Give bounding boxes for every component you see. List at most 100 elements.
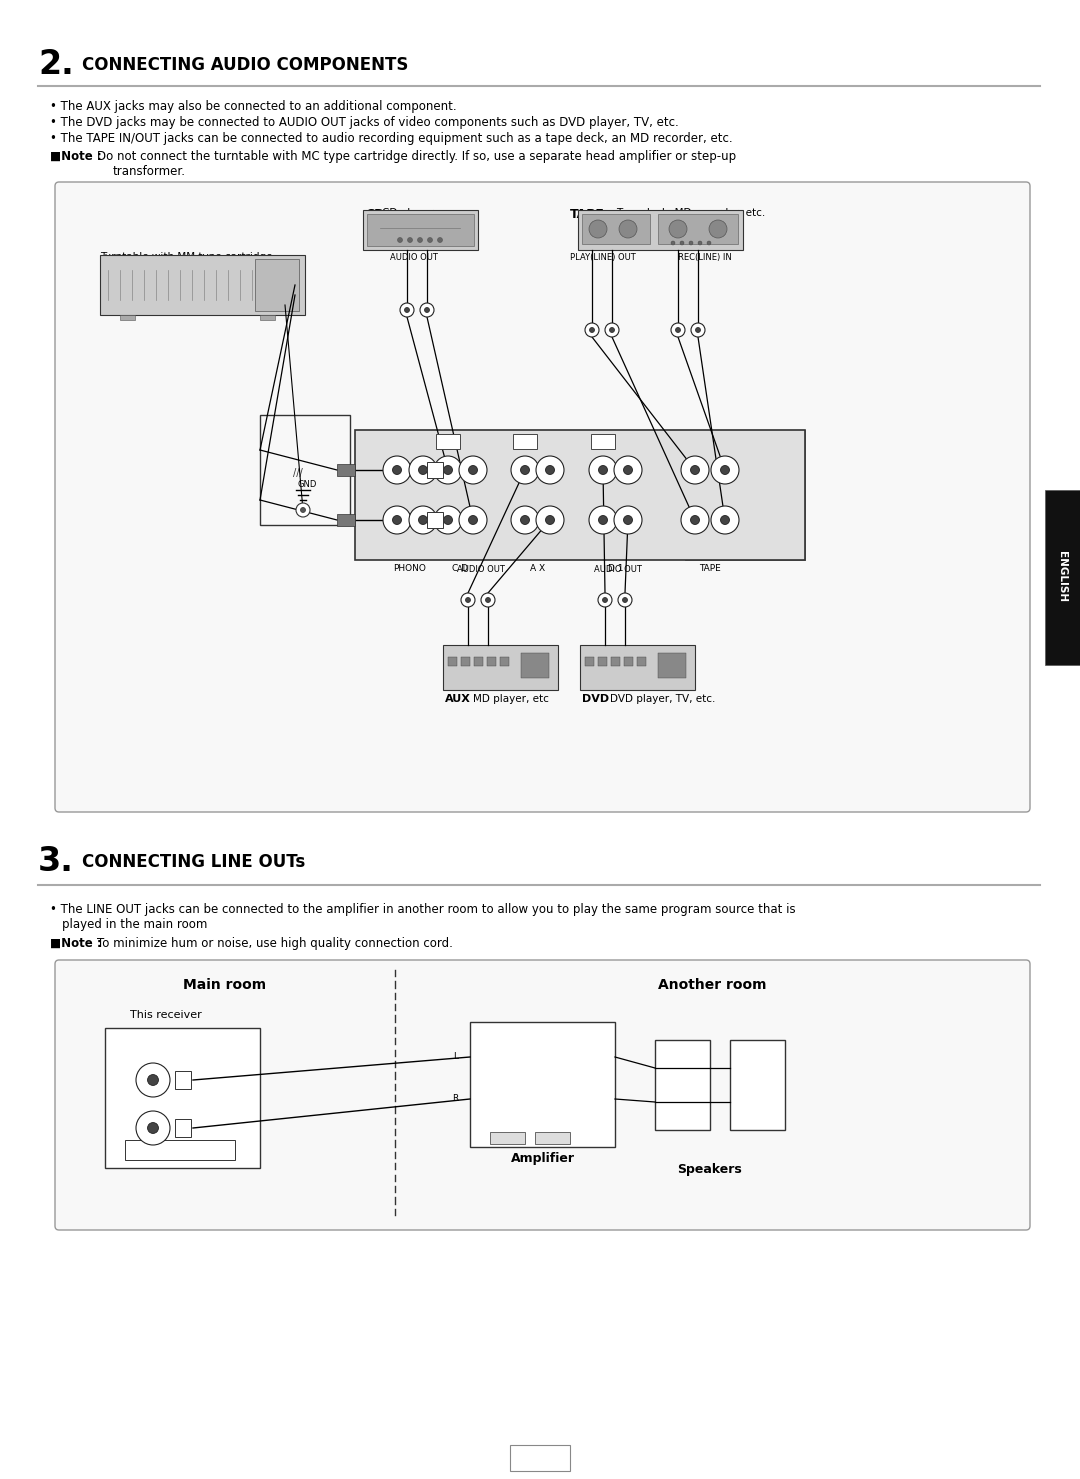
Circle shape: [711, 456, 739, 484]
Circle shape: [444, 516, 453, 525]
Circle shape: [409, 506, 437, 534]
Circle shape: [603, 598, 607, 602]
Bar: [611, 657, 620, 666]
Circle shape: [521, 516, 529, 525]
Circle shape: [481, 593, 495, 606]
Circle shape: [720, 466, 729, 475]
Bar: [654, 1040, 710, 1130]
Text: R: R: [482, 1094, 489, 1103]
Circle shape: [437, 238, 443, 243]
Text: Amplifier: Amplifier: [511, 1152, 575, 1165]
Circle shape: [419, 516, 428, 525]
Text: MD player, etc: MD player, etc: [473, 694, 549, 704]
Circle shape: [691, 322, 705, 337]
Circle shape: [419, 466, 428, 475]
Text: ■Note :: ■Note :: [50, 149, 102, 163]
Text: DVD: DVD: [582, 694, 609, 704]
Circle shape: [720, 516, 729, 525]
Circle shape: [459, 506, 487, 534]
Circle shape: [689, 241, 693, 246]
Bar: [443, 645, 558, 691]
Circle shape: [615, 456, 642, 484]
Text: TAPE: TAPE: [699, 563, 720, 572]
Text: LINE OUT: LINE OUT: [162, 1140, 203, 1151]
Circle shape: [622, 598, 627, 602]
Circle shape: [511, 456, 539, 484]
Circle shape: [605, 322, 619, 337]
Text: Another room: Another room: [658, 978, 767, 992]
Circle shape: [392, 466, 402, 475]
Text: Main room: Main room: [184, 978, 267, 992]
Circle shape: [469, 466, 477, 475]
Text: R: R: [451, 1094, 458, 1103]
Bar: [521, 654, 549, 677]
Circle shape: [589, 220, 607, 238]
Bar: [685, 430, 805, 561]
Bar: [490, 1131, 525, 1143]
Bar: [658, 654, 686, 677]
Circle shape: [545, 516, 554, 525]
Circle shape: [400, 303, 414, 317]
Bar: [125, 1140, 235, 1160]
Text: L: L: [482, 1052, 487, 1062]
Bar: [510, 1445, 570, 1472]
Bar: [513, 433, 537, 450]
Circle shape: [690, 516, 700, 525]
Text: R: R: [179, 1120, 187, 1130]
Text: ///: ///: [293, 467, 302, 478]
Circle shape: [521, 466, 529, 475]
Text: 5: 5: [536, 1446, 544, 1461]
Bar: [337, 515, 355, 527]
Text: • The TAPE IN/OUT jacks can be connected to audio recording equipment such as a : • The TAPE IN/OUT jacks can be connected…: [50, 132, 732, 145]
Circle shape: [136, 1063, 170, 1097]
Text: PHONO: PHONO: [393, 563, 427, 572]
Circle shape: [671, 322, 685, 337]
Circle shape: [536, 456, 564, 484]
Text: CONNECTING AUDIO COMPONENTS: CONNECTING AUDIO COMPONENTS: [82, 56, 408, 74]
Bar: [448, 657, 457, 666]
Text: CD player: CD player: [382, 209, 433, 217]
Bar: [120, 315, 135, 319]
Circle shape: [589, 506, 617, 534]
Circle shape: [598, 516, 607, 525]
Bar: [582, 214, 650, 244]
Text: Do not connect the turntable with MC type cartridge directly. If so, use a separ: Do not connect the turntable with MC typ…: [97, 149, 737, 163]
Text: L: L: [179, 1072, 187, 1083]
Circle shape: [619, 220, 637, 238]
Text: 3.: 3.: [38, 845, 73, 879]
Bar: [436, 433, 460, 450]
Circle shape: [148, 1123, 159, 1133]
FancyBboxPatch shape: [55, 960, 1030, 1231]
Bar: [578, 210, 743, 250]
Circle shape: [383, 506, 411, 534]
Circle shape: [708, 220, 727, 238]
Text: REC(LINE) IN: REC(LINE) IN: [678, 253, 732, 262]
Bar: [535, 1131, 570, 1143]
Bar: [175, 1071, 191, 1089]
Bar: [470, 1022, 615, 1148]
Circle shape: [296, 503, 310, 518]
Bar: [580, 645, 696, 691]
Circle shape: [434, 506, 462, 534]
Text: transformer.: transformer.: [113, 166, 186, 177]
Circle shape: [711, 506, 739, 534]
Circle shape: [409, 456, 437, 484]
Circle shape: [424, 308, 430, 312]
Circle shape: [698, 241, 702, 246]
Bar: [427, 461, 443, 478]
Text: GND: GND: [297, 481, 316, 490]
Circle shape: [589, 456, 617, 484]
Text: AUX: AUX: [445, 694, 471, 704]
Bar: [427, 512, 443, 528]
Circle shape: [461, 593, 475, 606]
Circle shape: [428, 238, 432, 243]
Text: DVD player, TV, etc.: DVD player, TV, etc.: [610, 694, 715, 704]
Bar: [367, 214, 474, 246]
Bar: [461, 657, 470, 666]
Circle shape: [511, 506, 539, 534]
Bar: [105, 1028, 260, 1168]
Text: ■Note :: ■Note :: [50, 938, 102, 950]
Circle shape: [675, 327, 680, 333]
Text: To minimize hum or noise, use high quality connection cord.: To minimize hum or noise, use high quali…: [97, 938, 453, 950]
Circle shape: [420, 303, 434, 317]
